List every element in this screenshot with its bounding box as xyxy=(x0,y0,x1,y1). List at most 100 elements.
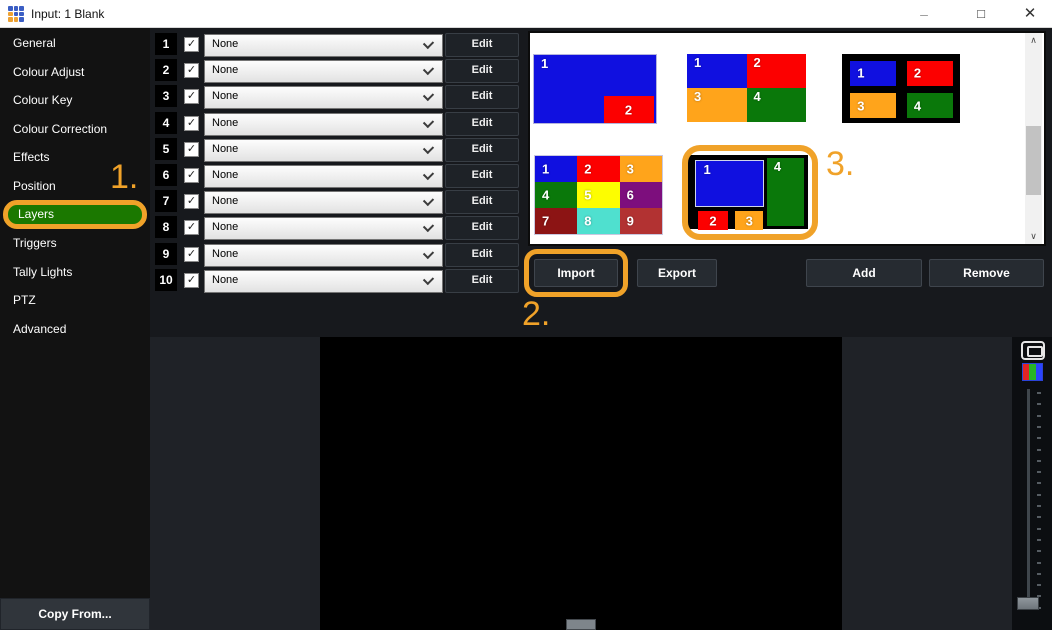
minimize-button[interactable]: – xyxy=(920,6,928,22)
layer-9-source-value: None xyxy=(212,247,239,260)
preset-cell: 3 xyxy=(850,93,897,119)
layer-6-edit-button[interactable]: Edit xyxy=(445,164,519,188)
scroll-up-icon[interactable]: ∧ xyxy=(1030,35,1037,45)
sidebar-item-colour-key[interactable]: Colour Key xyxy=(13,93,73,108)
layer-4-source-select[interactable]: None xyxy=(204,112,443,136)
layer-row-2: 2 ✓ None Edit xyxy=(150,59,528,84)
layer-1-edit-button[interactable]: Edit xyxy=(445,33,519,57)
layer-7-checkbox[interactable]: ✓ xyxy=(184,194,199,210)
layer-6-checkbox[interactable]: ✓ xyxy=(184,168,199,183)
close-button[interactable]: ✕ xyxy=(1023,5,1037,22)
layer-row-5: 5 ✓ None Edit xyxy=(150,137,528,162)
preview-hscroll-thumb[interactable] xyxy=(566,619,596,630)
layer-4-edit-button[interactable]: Edit xyxy=(445,111,519,136)
scrollbar-thumb[interactable] xyxy=(1026,126,1041,195)
sidebar-item-ptz[interactable]: PTZ xyxy=(13,293,36,308)
logo-square xyxy=(13,11,19,17)
sidebar-item-tally-lights[interactable]: Tally Lights xyxy=(13,264,73,279)
layer-2-edit-button[interactable]: Edit xyxy=(445,59,519,84)
layer-9-checkbox[interactable]: ✓ xyxy=(184,246,199,262)
preset-cell-label: 1 xyxy=(542,161,550,177)
preset-quad-framed[interactable]: 1 2 3 4 xyxy=(842,54,960,123)
layer-2-checkbox[interactable]: ✓ xyxy=(184,63,199,79)
layer-4-checkbox[interactable]: ✓ xyxy=(184,115,199,131)
logo-square xyxy=(13,17,19,22)
window-title: Input: 1 Blank xyxy=(31,7,105,21)
preset-cell-label: 2 xyxy=(753,55,761,70)
layer-1-source-select[interactable]: None xyxy=(204,34,443,57)
preset-cell-label: 3 xyxy=(745,213,753,229)
preset-grid-9[interactable]: 1 2 3 4 5 6 7 8 9 xyxy=(534,155,663,235)
fullscreen-preview-icon[interactable] xyxy=(1021,341,1045,360)
layer-9-source-select[interactable]: None xyxy=(204,243,443,267)
presets-scrollbar[interactable]: ∧ ∨ xyxy=(1025,33,1042,244)
layer-5-edit-button[interactable]: Edit xyxy=(445,137,519,162)
scroll-down-icon[interactable]: ∨ xyxy=(1030,231,1037,241)
layer-10-checkbox[interactable]: ✓ xyxy=(184,272,199,288)
sidebar-item-advanced[interactable]: Advanced xyxy=(13,322,67,336)
layer-7-edit-button[interactable]: Edit xyxy=(445,190,519,215)
layer-8-checkbox[interactable]: ✓ xyxy=(184,220,199,236)
logo-square xyxy=(19,11,24,17)
add-button[interactable]: Add xyxy=(806,259,922,287)
logo-square xyxy=(13,6,19,11)
layer-8-source-select[interactable]: None xyxy=(204,217,443,241)
layer-3-source-select[interactable]: None xyxy=(204,86,443,110)
tick-mark xyxy=(1037,561,1041,564)
layer-2-source-value: None xyxy=(212,64,239,77)
colorbars-icon[interactable] xyxy=(1022,363,1043,381)
zoom-slider-track[interactable] xyxy=(1027,389,1030,607)
layer-10-number: 10 xyxy=(155,268,177,291)
layer-8-source-value: None xyxy=(212,221,239,234)
sidebar-item-position[interactable]: Position xyxy=(13,179,56,193)
sidebar-item-colour-correction[interactable]: Colour Correction xyxy=(13,121,108,136)
tick-mark xyxy=(1037,538,1041,541)
layer-2-source-select[interactable]: None xyxy=(204,60,443,84)
preset-cell: 3 xyxy=(687,88,747,122)
layer-2-number: 2 xyxy=(155,59,177,82)
layer-9-edit-button[interactable]: Edit xyxy=(445,242,519,267)
preset-pip-multi[interactable]: 1 4 2 3 xyxy=(687,155,808,231)
preset-cell: 9 xyxy=(619,207,662,234)
layer-8-edit-button[interactable]: Edit xyxy=(445,216,519,241)
layer-5-checkbox[interactable]: ✓ xyxy=(184,141,199,157)
preset-cell: 2 xyxy=(577,156,620,183)
sidebar-item-layers[interactable]: Layers xyxy=(3,199,147,229)
maximize-button[interactable]: □ xyxy=(977,6,985,21)
zoom-slider-handle[interactable] xyxy=(1017,597,1039,610)
preset-cell-label: 9 xyxy=(626,213,634,229)
preset-cell: 1 xyxy=(534,55,656,123)
layer-10-edit-button[interactable]: Edit xyxy=(445,268,519,293)
preset-cell: 7 xyxy=(535,207,578,234)
preset-cell: 4 xyxy=(766,157,805,227)
preset-cell-label: 8 xyxy=(584,213,592,229)
tick-mark xyxy=(1037,527,1041,530)
preview-area xyxy=(150,337,1052,630)
logo-square xyxy=(8,17,13,22)
sidebar-item-effects[interactable]: Effects xyxy=(13,150,50,165)
layer-1-checkbox[interactable]: ✓ xyxy=(184,37,199,52)
sidebar-item-general[interactable]: General xyxy=(13,36,56,50)
preset-cell-label: 4 xyxy=(542,187,550,203)
layer-7-source-select[interactable]: None xyxy=(204,191,443,215)
preset-quad[interactable]: 1 2 3 4 xyxy=(687,54,806,122)
preset-cell: 1 xyxy=(850,60,897,86)
layer-3-checkbox[interactable]: ✓ xyxy=(184,89,199,105)
import-button[interactable]: Import xyxy=(534,259,618,287)
sidebar-item-triggers[interactable]: Triggers xyxy=(13,236,57,251)
layer-6-source-select[interactable]: None xyxy=(204,165,443,188)
preset-cell-label: 7 xyxy=(542,213,550,229)
export-button[interactable]: Export xyxy=(637,259,717,287)
layer-3-edit-button[interactable]: Edit xyxy=(445,85,519,110)
preset-cell: 1 xyxy=(535,156,578,183)
tick-mark xyxy=(1037,550,1041,553)
remove-button[interactable]: Remove xyxy=(929,259,1044,287)
layer-10-source-select[interactable]: None xyxy=(204,269,443,293)
copy-from-button[interactable]: Copy From... xyxy=(0,598,150,630)
tick-mark xyxy=(1037,505,1041,507)
layer-5-source-select[interactable]: None xyxy=(204,138,443,162)
sidebar-item-colour-adjust[interactable]: Colour Adjust xyxy=(13,64,85,79)
layer-7-source-value: None xyxy=(212,195,239,208)
